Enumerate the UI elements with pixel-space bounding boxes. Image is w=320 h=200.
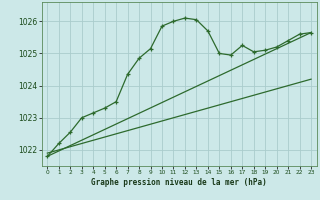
X-axis label: Graphe pression niveau de la mer (hPa): Graphe pression niveau de la mer (hPa) [91, 178, 267, 187]
